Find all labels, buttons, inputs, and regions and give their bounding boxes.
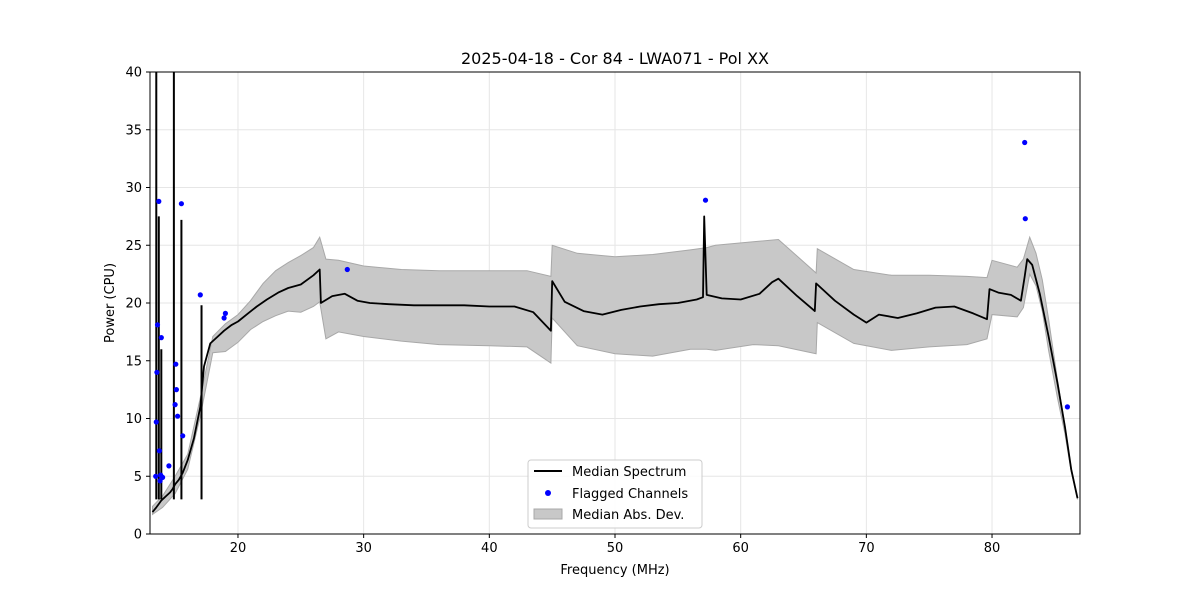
legend-median-spectrum: Median Spectrum <box>572 465 686 480</box>
flagged-point <box>702 197 709 203</box>
x-tick-label: 50 <box>607 541 624 556</box>
flagged-point <box>158 335 164 341</box>
flagged-point <box>172 402 178 408</box>
y-tick-label: 30 <box>125 181 142 196</box>
flagged-point <box>156 198 162 204</box>
legend-box <box>527 459 703 529</box>
y-tick-label: 0 <box>134 528 142 543</box>
flagged-point <box>166 463 172 469</box>
flagged-point <box>153 419 159 425</box>
flagged-point <box>1064 404 1070 410</box>
flagged-point <box>156 448 162 454</box>
y-tick-label: 20 <box>125 297 142 312</box>
legend-median-abs-dev: Median Abs. Dev. <box>572 508 684 523</box>
x-tick-label: 80 <box>984 541 1001 556</box>
flagged-point <box>180 433 186 439</box>
flagged-point <box>160 474 166 480</box>
flagged-point <box>154 322 161 328</box>
flagged-point <box>153 473 159 479</box>
y-tick-label: 35 <box>125 123 142 138</box>
flagged-point <box>173 361 179 367</box>
flagged-point <box>344 266 350 273</box>
chart-title: 2025-04-18 - Cor 84 - LWA071 - Pol XX <box>461 49 769 68</box>
y-tick-label: 10 <box>125 412 142 427</box>
flagged-point <box>178 201 184 207</box>
x-tick-label: 20 <box>230 541 247 556</box>
median-spectrum-line <box>151 215 1079 513</box>
flagged-point <box>197 292 203 298</box>
flagged-point <box>222 310 228 316</box>
legend-band-swatch <box>533 508 563 520</box>
legend: Median Spectrum Flagged Channels Median … <box>527 459 703 529</box>
y-tick-label: 25 <box>125 239 142 254</box>
mad-band <box>152 235 1078 516</box>
flagged-point <box>1022 216 1028 222</box>
x-tick-label: 70 <box>858 541 875 556</box>
y-tick-label: 15 <box>125 354 142 369</box>
flagged-point <box>173 387 179 393</box>
flagged-point <box>221 315 227 321</box>
legend-flagged-channels: Flagged Channels <box>572 487 688 502</box>
y-axis-label: Power (CPU) <box>103 263 118 343</box>
x-tick-label: 30 <box>355 541 372 556</box>
legend-flagged-marker <box>545 490 551 496</box>
x-axis-label: Frequency (MHz) <box>560 563 669 578</box>
flagged-point <box>1022 139 1028 146</box>
flagged-point <box>154 369 160 375</box>
y-tick-label: 40 <box>125 66 142 81</box>
x-tick-label: 60 <box>732 541 749 556</box>
flagged-point <box>175 413 181 419</box>
y-tick-label: 5 <box>134 470 142 485</box>
plot-data <box>151 72 1079 516</box>
x-tick-label: 40 <box>481 541 498 556</box>
axis-ticks: 20 30 40 50 60 70 80 0 5 10 15 20 25 30 35 40 <box>125 66 1000 557</box>
